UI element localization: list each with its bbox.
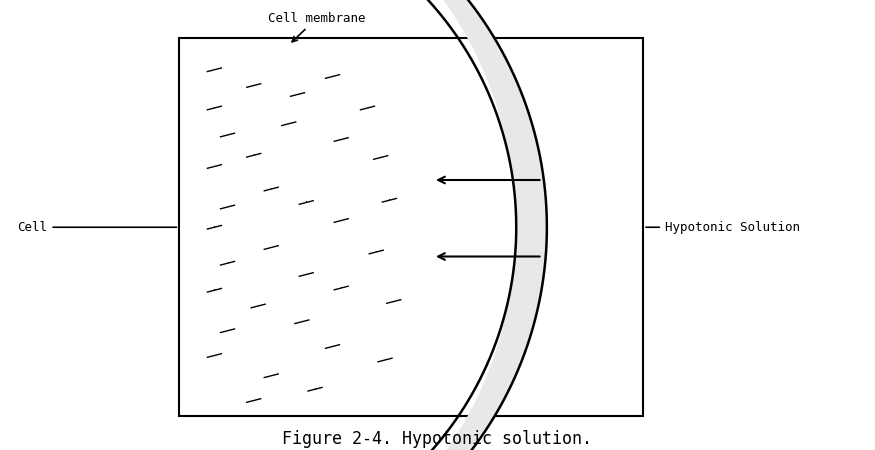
- Text: Figure 2-4. Hypotonic solution.: Figure 2-4. Hypotonic solution.: [283, 430, 592, 448]
- Text: Cell: Cell: [18, 221, 177, 234]
- Text: Hypotonic Solution: Hypotonic Solution: [646, 221, 800, 234]
- Bar: [179, 38, 643, 416]
- Text: Cell membrane: Cell membrane: [268, 12, 366, 42]
